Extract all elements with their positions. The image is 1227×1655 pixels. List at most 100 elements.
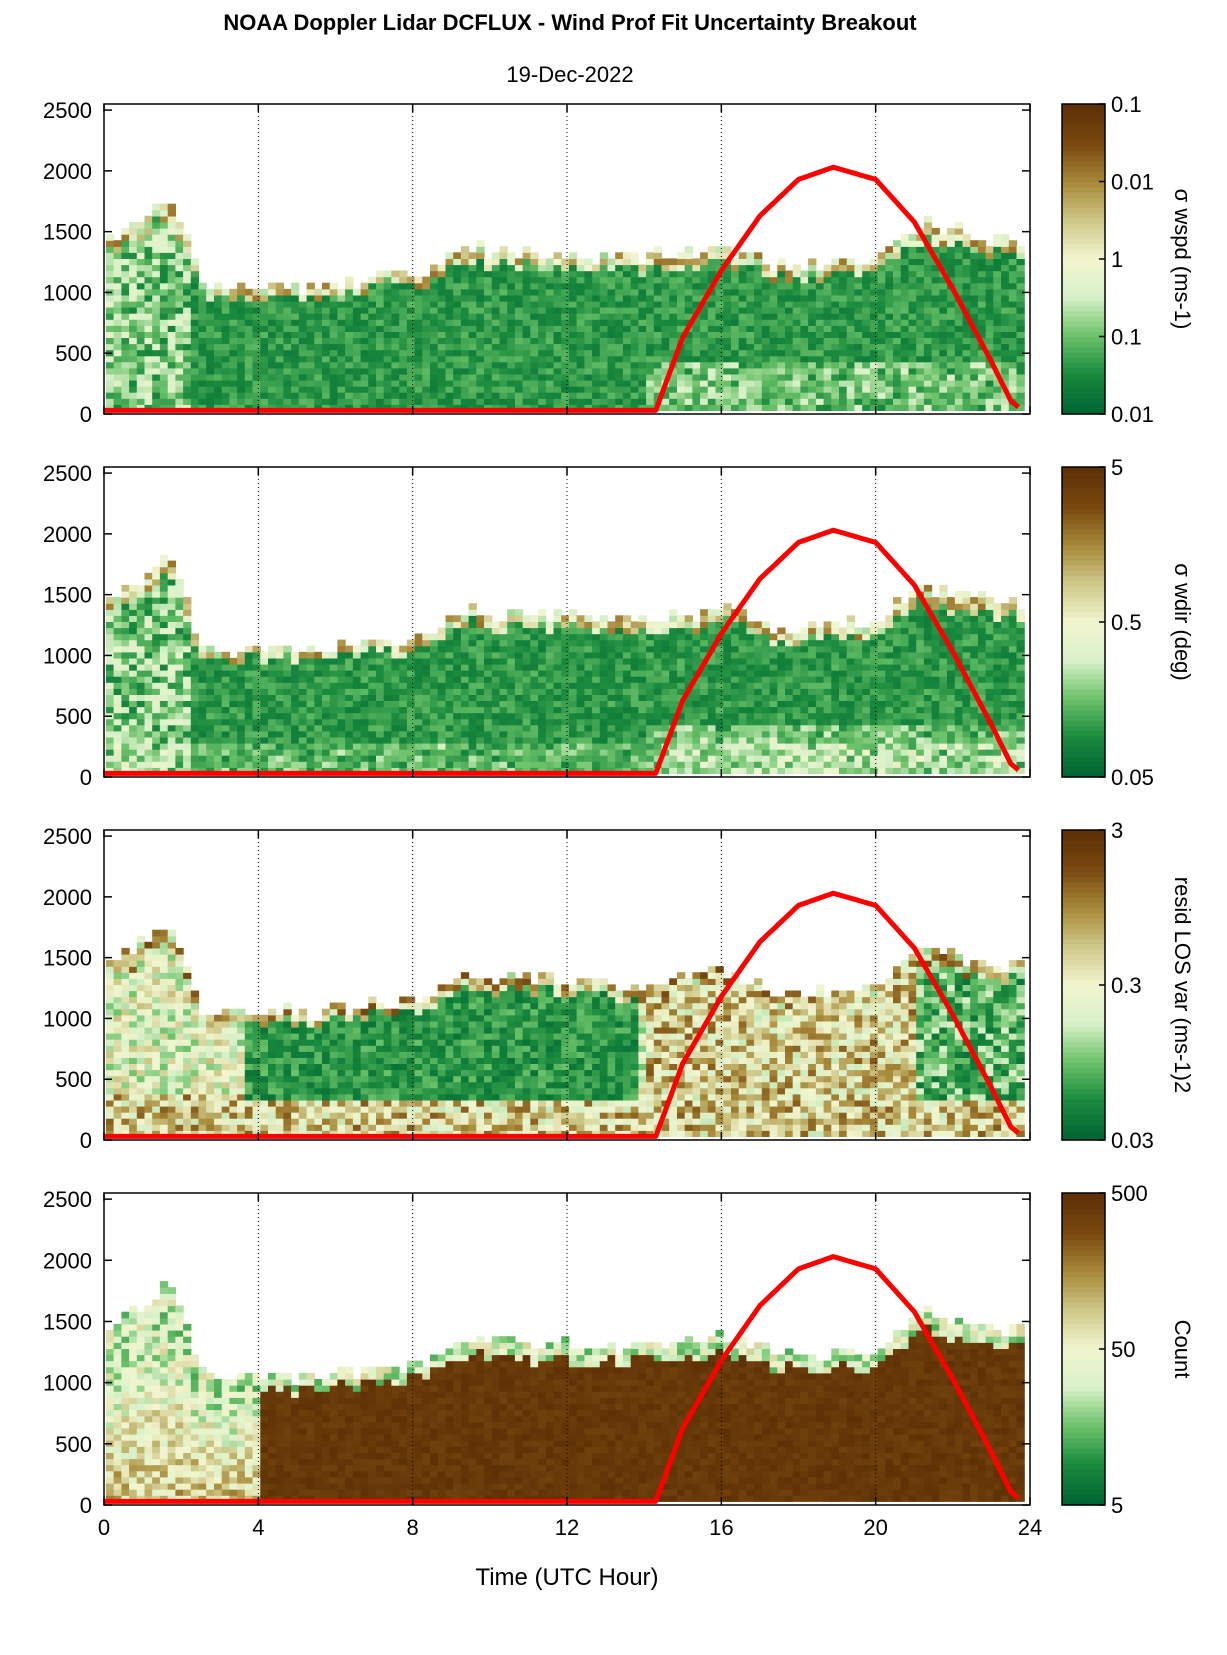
heatmap-cell: [545, 404, 555, 411]
heatmap-cell: [947, 228, 956, 235]
heatmap-cell: [337, 337, 346, 345]
heatmap-cell: [291, 282, 300, 290]
heatmap-cell: [221, 349, 230, 357]
heatmap-cell: [237, 670, 246, 677]
heatmap-cell: [460, 313, 470, 320]
heatmap-cell: [576, 288, 585, 296]
heatmap-cell: [453, 343, 462, 351]
heatmap-cell: [584, 386, 593, 393]
heatmap-cell: [954, 264, 964, 272]
heatmap-cell: [599, 361, 609, 369]
heatmap-cell: [839, 294, 848, 302]
heatmap-cell: [893, 373, 902, 381]
heatmap-cell: [723, 398, 732, 405]
heatmap-cell: [437, 718, 446, 726]
heatmap-cell: [985, 264, 994, 272]
heatmap-cell: [931, 264, 940, 272]
heatmap-cell: [391, 645, 400, 653]
heatmap-cell: [900, 264, 909, 272]
heatmap-cell: [430, 645, 439, 653]
heatmap-cell: [291, 682, 300, 689]
heatmap-cell: [121, 386, 130, 393]
heatmap-cell: [491, 724, 501, 732]
heatmap-cell: [183, 682, 192, 689]
heatmap-cell: [576, 633, 585, 641]
heatmap-cell: [445, 252, 454, 259]
heatmap-cell: [568, 761, 578, 768]
heatmap-cell: [468, 282, 477, 290]
heatmap-cell: [414, 300, 423, 308]
heatmap-cell: [823, 361, 832, 369]
heatmap-cell: [877, 355, 886, 363]
heatmap-cell: [322, 682, 331, 689]
heatmap-cell: [1016, 246, 1025, 253]
heatmap-cell: [414, 319, 423, 326]
heatmap-cell: [823, 282, 832, 290]
heatmap-cell: [646, 325, 655, 332]
heatmap-cell: [322, 349, 331, 357]
heatmap-cell: [831, 337, 840, 345]
heatmap-cell: [144, 736, 153, 744]
heatmap-cell: [252, 361, 261, 369]
heatmap-cell: [383, 373, 392, 381]
heatmap-cell: [514, 682, 524, 689]
heatmap-cell: [437, 645, 446, 653]
heatmap-cell: [136, 615, 146, 622]
heatmap-cell: [885, 331, 894, 338]
heatmap-cell: [893, 246, 902, 253]
heatmap-cell: [661, 761, 670, 768]
heatmap-cell: [677, 730, 686, 738]
heatmap-cell: [622, 288, 632, 296]
heatmap-cell: [677, 676, 686, 683]
colorbar-segment: [1062, 295, 1105, 301]
heatmap-cell: [468, 676, 477, 683]
heatmap-cell: [584, 706, 593, 714]
heatmap-cell: [430, 700, 439, 708]
heatmap-cell: [700, 307, 709, 314]
heatmap-cell: [522, 633, 531, 641]
heatmap-cell: [785, 349, 794, 357]
heatmap-cell: [430, 367, 439, 375]
heatmap-cell: [283, 657, 292, 665]
heatmap-cell: [376, 749, 385, 756]
heatmap-cell: [545, 712, 555, 720]
heatmap-cell: [214, 755, 223, 762]
heatmap-cell: [1001, 398, 1010, 405]
heatmap-cell: [445, 706, 454, 714]
heatmap-cell: [352, 730, 362, 738]
heatmap-cell: [167, 560, 176, 568]
heatmap-cell: [900, 288, 909, 296]
heatmap-cell: [538, 373, 547, 381]
heatmap-cell: [198, 361, 207, 369]
heatmap-cell: [314, 349, 323, 357]
heatmap-cell: [291, 392, 300, 399]
heatmap-cell: [214, 712, 223, 720]
heatmap-cell: [592, 657, 601, 665]
heatmap-cell: [383, 288, 392, 296]
heatmap-cell: [167, 700, 176, 708]
heatmap-cell: [314, 325, 323, 332]
heatmap-cell: [175, 300, 184, 308]
heatmap-cell: [144, 657, 153, 665]
heatmap-cell: [322, 755, 331, 762]
heatmap-cell: [129, 743, 138, 750]
heatmap-cell: [129, 712, 138, 720]
heatmap-cell: [970, 240, 979, 247]
heatmap-cell: [761, 398, 771, 405]
heatmap-cell: [121, 367, 130, 375]
heatmap-cell: [553, 361, 562, 369]
heatmap-cell: [607, 761, 616, 768]
heatmap-cell: [584, 355, 593, 363]
heatmap-cell: [283, 718, 292, 726]
heatmap-cell: [545, 288, 555, 296]
heatmap-cell: [329, 337, 338, 345]
heatmap-cell: [916, 276, 925, 284]
heatmap-cell: [615, 258, 624, 266]
heatmap-cell: [368, 294, 377, 302]
heatmap-cell: [530, 718, 539, 726]
heatmap-cell: [646, 730, 655, 738]
heatmap-cell: [700, 343, 709, 351]
colorbar-segment: [1062, 259, 1105, 265]
heatmap-cell: [553, 367, 562, 375]
heatmap-cell: [700, 264, 709, 272]
